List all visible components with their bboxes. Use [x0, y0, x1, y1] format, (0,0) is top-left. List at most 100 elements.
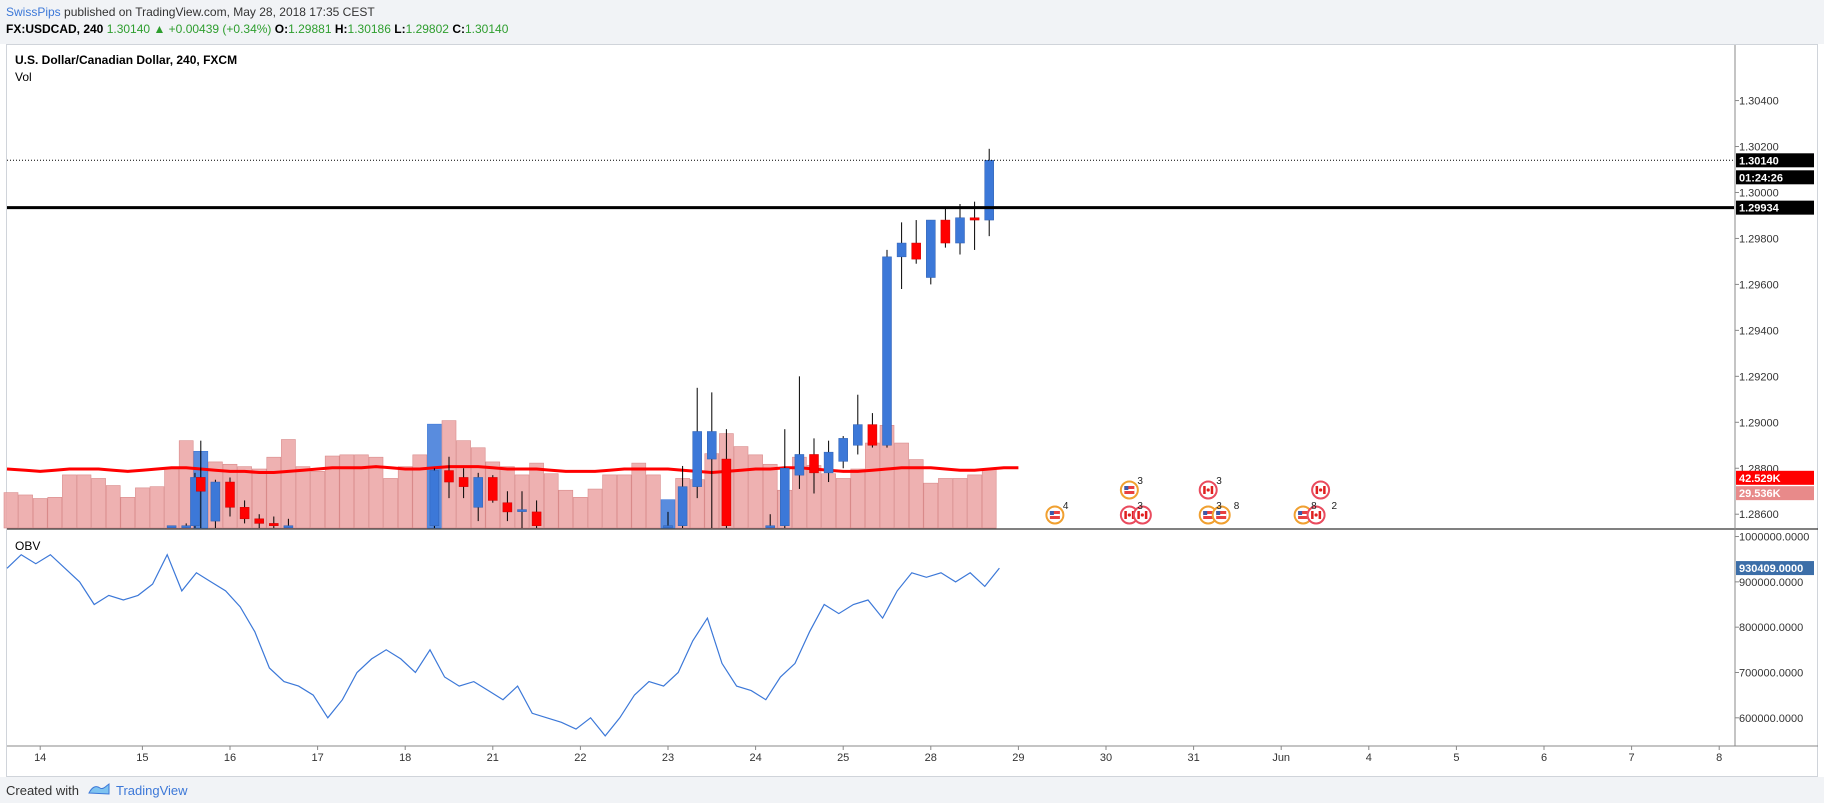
volume-bar [105, 485, 121, 529]
event-count: 8 [1234, 501, 1240, 512]
ca-flag-band [1323, 486, 1326, 494]
volume-bar [32, 498, 48, 529]
candle-body [502, 502, 513, 513]
ca-flag-leaf [1127, 513, 1131, 517]
volume-bar [135, 487, 150, 529]
candle-body [765, 525, 775, 528]
volume-bar [894, 442, 909, 529]
us-flag-stripe [1216, 514, 1227, 516]
ca-flag-band [1315, 486, 1319, 494]
ca-flag-band [1210, 486, 1214, 494]
obv-label: OBV [15, 539, 40, 553]
tradingview-link[interactable]: TradingView [116, 783, 188, 798]
time-tick-label: 22 [574, 752, 586, 764]
volume-bar [938, 478, 953, 529]
obv-last-tag: 930409.0000 [1739, 563, 1803, 575]
candle-body [225, 481, 235, 508]
ca-flag-leaf [1206, 488, 1210, 492]
footer: Created with TradingView [0, 777, 1824, 803]
candle-body [780, 468, 790, 526]
ca-flag-leaf [1314, 513, 1318, 517]
author-link[interactable]: SwissPips [6, 5, 61, 19]
obv-tick-label: 600000.0000 [1739, 713, 1803, 725]
volume-bar [354, 454, 369, 529]
volume-bar [981, 468, 997, 529]
obv-last-tag-bg [1736, 561, 1814, 576]
volume-bar [543, 473, 559, 529]
time-tick-label: 21 [487, 752, 499, 764]
ca-flag-band [1203, 486, 1206, 494]
axes-layer: 1.30400 1.30200 1.30000 1.29800 1.29600 1.294… [7, 45, 1818, 764]
publish-line: SwissPips published on TradingView.com, … [6, 5, 375, 19]
last-price: 1.30140 [106, 22, 151, 36]
obv-tick-label: 700000.0000 [1739, 667, 1803, 679]
publish-info: published on TradingView.com, May 28, 20… [64, 5, 375, 19]
volume-bar [339, 454, 355, 529]
ca-flag-band [1124, 511, 1127, 519]
candle-body [429, 470, 440, 526]
volume-bar [47, 497, 63, 529]
volume-bar [952, 478, 968, 529]
symbol-label: FX:USDCAD, 240 [6, 22, 104, 36]
time-tick-label: Jun [1272, 752, 1290, 764]
volume-bar [295, 466, 311, 529]
candle-body [458, 477, 469, 487]
candle-body [926, 219, 936, 278]
time-tick-label: 16 [224, 752, 236, 764]
obv-tick-label: 1000000.0000 [1739, 532, 1809, 544]
volume-bar [865, 442, 880, 529]
candle-body [809, 454, 819, 474]
tradingview-logo-icon[interactable] [88, 781, 110, 797]
volume-bar [558, 489, 574, 529]
candle-body [488, 477, 498, 501]
vol-label: Vol [15, 70, 32, 84]
time-tick-label: 5 [1453, 752, 1459, 764]
candle-body [867, 424, 878, 446]
ca-flag-leaf [1319, 488, 1323, 492]
candle-body [166, 525, 177, 528]
candle-body [239, 507, 250, 520]
time-tick-label: 18 [399, 752, 411, 764]
chart-frame[interactable] [6, 44, 1818, 777]
price-tick-label: 1.29600 [1739, 279, 1779, 291]
us-flag-canton [1124, 486, 1129, 490]
volume-bar [281, 439, 296, 529]
ca-flag-band [1137, 511, 1140, 519]
change-value: +0.00439 (+0.34%) [168, 22, 272, 36]
candle-body [896, 242, 907, 258]
us-flag-stripe [1298, 514, 1309, 516]
candle-body [984, 160, 994, 221]
volume-bar [3, 492, 19, 529]
change-arrow-icon: ▲ [153, 22, 166, 36]
obv-layer [6, 553, 1000, 737]
time-tick-label: 7 [1629, 752, 1635, 764]
time-tick-label: 8 [1716, 752, 1722, 764]
candle-body [677, 486, 688, 526]
time-tick-label: 31 [1187, 752, 1199, 764]
volume-bar [397, 466, 413, 529]
time-tick-label: 14 [34, 752, 46, 764]
candle-body [517, 509, 527, 512]
close-label: C: [452, 22, 465, 36]
candle-body [794, 454, 805, 476]
time-tick-label: 23 [662, 752, 674, 764]
event-count: 4 [1063, 501, 1069, 512]
time-tick-label: 24 [749, 752, 761, 764]
publish-header: SwissPips published on TradingView.com, … [0, 0, 1824, 44]
volume-bar [573, 497, 588, 529]
candle-body [707, 431, 717, 460]
obv-line [6, 553, 1000, 737]
obv-tick-label: 800000.0000 [1739, 622, 1803, 634]
event-count: 3 [1137, 476, 1143, 487]
volume-tag-bg [1736, 486, 1814, 501]
countdown-tag: 01:24:26 [1739, 172, 1783, 184]
ca-flag-band [1318, 511, 1322, 519]
candle-body [663, 525, 673, 528]
high-label: H: [334, 22, 348, 36]
us-flag-stripe [1049, 514, 1060, 516]
volume-bar [631, 462, 647, 529]
candle-body [721, 458, 732, 526]
event-count: 3 [1216, 476, 1222, 487]
countdown-tag-bg [1736, 170, 1814, 185]
